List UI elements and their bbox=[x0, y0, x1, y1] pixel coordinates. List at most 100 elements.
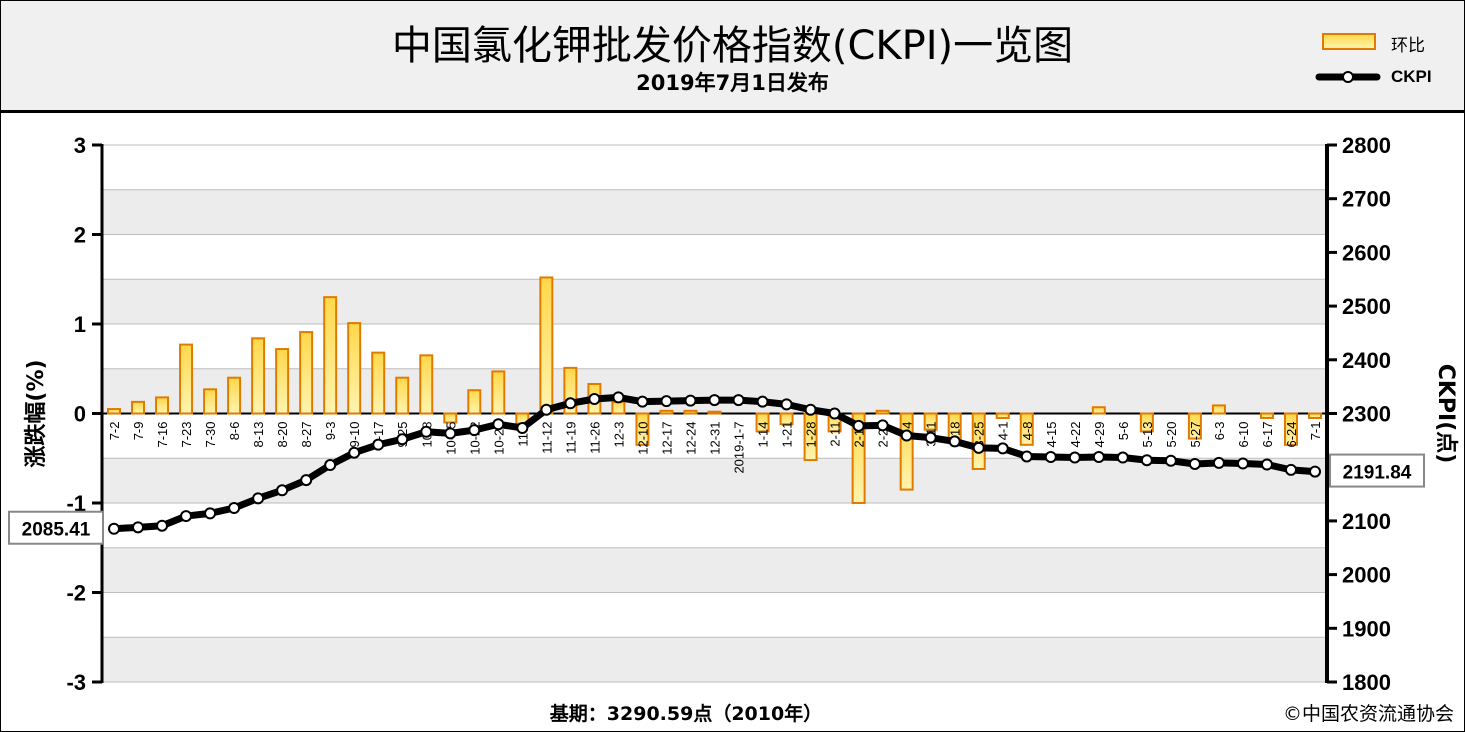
ckpi-point bbox=[732, 394, 745, 407]
bar bbox=[203, 388, 218, 415]
x-tick-label: 8-13 bbox=[251, 422, 266, 448]
legend-line-label: CKPI bbox=[1391, 67, 1432, 86]
legend-item-line: CKPI bbox=[1313, 65, 1459, 91]
grid-band bbox=[102, 637, 1327, 682]
ckpi-point bbox=[180, 510, 193, 523]
bar bbox=[299, 331, 314, 415]
x-tick-label: 4-1 bbox=[996, 422, 1011, 441]
x-tick-label: 5-6 bbox=[1116, 422, 1131, 441]
bar bbox=[659, 409, 674, 415]
x-tick-label: 4-8 bbox=[1020, 422, 1035, 441]
ckpi-point bbox=[444, 427, 457, 440]
x-tick-label: 4-15 bbox=[1044, 422, 1059, 448]
x-tick-label: 6-24 bbox=[1284, 422, 1299, 448]
annotation-box-start bbox=[8, 510, 104, 545]
legend-bar-label: 环比 bbox=[1391, 36, 1425, 56]
grid-band bbox=[102, 547, 1327, 593]
x-tick-label: 7-9 bbox=[131, 422, 146, 441]
bar bbox=[107, 408, 121, 415]
left-tick-label: -3 bbox=[66, 670, 86, 695]
ckpi-point bbox=[924, 431, 937, 444]
ckpi-point bbox=[204, 507, 217, 520]
x-tick-label: 8-20 bbox=[275, 422, 290, 448]
ckpi-point bbox=[228, 502, 241, 515]
ckpi-point bbox=[300, 474, 313, 487]
bar bbox=[1308, 412, 1322, 419]
ckpi-point bbox=[564, 397, 577, 410]
bar bbox=[275, 348, 290, 415]
x-tick-label: 8-6 bbox=[227, 422, 242, 441]
left-tick-label: -2 bbox=[66, 581, 86, 606]
ckpi-point bbox=[1116, 451, 1129, 464]
bar bbox=[251, 337, 266, 415]
bar bbox=[635, 412, 650, 446]
ckpi-point bbox=[588, 393, 601, 406]
ckpi-point bbox=[756, 395, 769, 408]
x-tick-label: 9-3 bbox=[323, 422, 338, 441]
left-tick-label: -1 bbox=[66, 491, 86, 516]
ckpi-point bbox=[780, 398, 793, 411]
left-tick-label: 3 bbox=[74, 133, 86, 158]
ckpi-point bbox=[660, 395, 673, 408]
bar bbox=[971, 412, 986, 470]
bar bbox=[707, 410, 722, 415]
ckpi-point bbox=[108, 522, 120, 535]
bar bbox=[539, 276, 554, 415]
footer-copyright: ©中国农资流通协会 bbox=[1282, 703, 1454, 725]
x-tick-label: 1-21 bbox=[780, 422, 795, 448]
x-tick-label: 6-3 bbox=[1212, 422, 1227, 441]
bar bbox=[683, 409, 698, 415]
bar bbox=[491, 370, 506, 415]
ckpi-point bbox=[1164, 454, 1177, 467]
ckpi-point bbox=[132, 521, 145, 534]
right-tick-label: 2100 bbox=[1342, 509, 1391, 534]
x-tick-label: 7-16 bbox=[155, 422, 170, 448]
x-tick-label: 6-17 bbox=[1260, 422, 1275, 448]
annotation-end-value: 2191.84 bbox=[1343, 463, 1412, 484]
bar bbox=[1211, 404, 1226, 415]
x-tick-label: 12-24 bbox=[683, 422, 698, 455]
bar bbox=[227, 376, 242, 415]
right-tick-label: 2000 bbox=[1342, 563, 1391, 588]
bar bbox=[419, 354, 434, 415]
x-tick-label: 1-14 bbox=[756, 422, 771, 448]
chart-header: 中国氯化钾批发价格指数(CKPI)一览图 2019年7月1日发布 环比 bbox=[1, 1, 1464, 113]
right-tick-label: 2300 bbox=[1342, 402, 1391, 427]
ckpi-point bbox=[1020, 450, 1033, 463]
x-tick-label: 2-11 bbox=[828, 422, 843, 447]
right-tick-label: 1900 bbox=[1342, 616, 1391, 641]
bar bbox=[923, 412, 938, 431]
legend-item-bar: 环比 bbox=[1313, 29, 1459, 56]
bar bbox=[179, 343, 194, 415]
x-tick-label: 12-10 bbox=[635, 422, 650, 455]
ckpi-point bbox=[1212, 456, 1225, 469]
ckpi-point bbox=[708, 394, 721, 407]
x-tick-label: 11-19 bbox=[563, 422, 578, 454]
ckpi-point bbox=[1260, 458, 1273, 471]
ckpi-point bbox=[852, 419, 865, 432]
ckpi-point bbox=[468, 424, 481, 437]
left-tick-label: 2 bbox=[74, 223, 86, 248]
ckpi-point bbox=[876, 419, 889, 432]
bar bbox=[1259, 412, 1274, 419]
right-axis-title: CKPI(点) bbox=[1433, 364, 1459, 464]
bar bbox=[851, 412, 866, 504]
right-tick-label: 1800 bbox=[1342, 670, 1391, 695]
left-tick-label: 1 bbox=[74, 312, 86, 337]
grid-band bbox=[102, 279, 1327, 324]
ckpi-point bbox=[540, 403, 553, 416]
chart-subtitle: 2019年7月1日发布 bbox=[636, 71, 829, 95]
x-tick-label: 6-10 bbox=[1236, 422, 1251, 448]
chart-title: 中国氯化钾批发价格指数(CKPI)一览图 bbox=[391, 23, 1074, 69]
bar bbox=[611, 400, 626, 415]
ckpi-point bbox=[420, 425, 433, 438]
ckpi-point bbox=[348, 446, 361, 459]
ckpi-point bbox=[612, 391, 625, 404]
x-tick-label: 7-30 bbox=[203, 422, 218, 448]
x-tick-label: 12-3 bbox=[611, 422, 626, 448]
right-tick-label: 2500 bbox=[1342, 294, 1391, 319]
x-tick-label: 3-25 bbox=[972, 422, 987, 448]
ckpi-point bbox=[1140, 454, 1153, 467]
